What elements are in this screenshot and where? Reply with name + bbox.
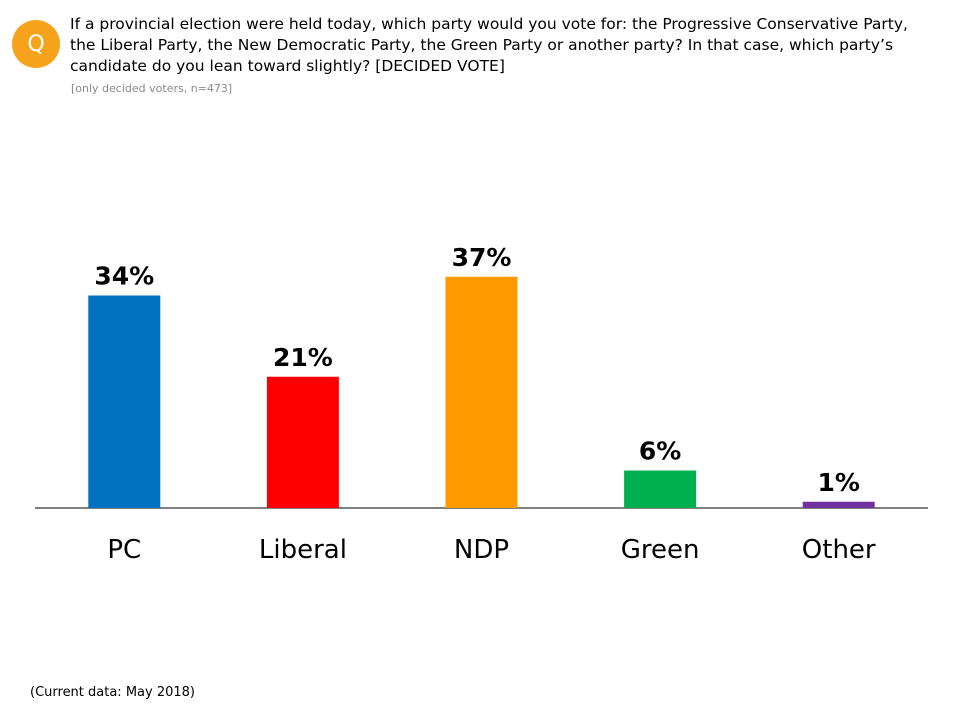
- category-label-pc: PC: [107, 535, 141, 565]
- question-badge-icon: Q: [12, 20, 60, 68]
- data-label-other: 1%: [817, 468, 859, 497]
- bar-liberal: [266, 376, 339, 508]
- category-label-liberal: Liberal: [259, 535, 347, 565]
- bar-ndp: [445, 276, 518, 508]
- sample-base-note: [only decided voters, n=473]: [71, 82, 233, 95]
- question-badge-letter: Q: [27, 31, 45, 57]
- data-label-ndp: 37%: [452, 243, 512, 272]
- question-text: If a provincial election were held today…: [70, 15, 908, 75]
- data-label-liberal: 21%: [273, 343, 333, 372]
- category-label-green: Green: [621, 535, 700, 565]
- category-label-other: Other: [802, 535, 876, 565]
- bar-other: [802, 501, 875, 508]
- data-label-green: 6%: [639, 437, 681, 466]
- bar-green: [624, 470, 697, 508]
- footnote: (Current data: May 2018): [30, 685, 195, 700]
- category-label-ndp: NDP: [454, 535, 509, 565]
- data-label-pc: 34%: [94, 262, 154, 291]
- bar-pc: [88, 295, 161, 508]
